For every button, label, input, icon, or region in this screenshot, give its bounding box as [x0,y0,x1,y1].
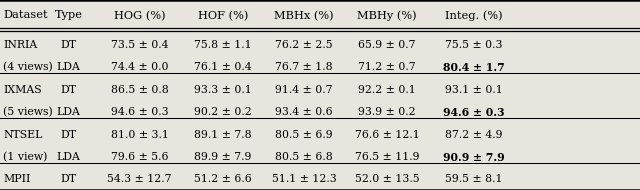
Text: IXMAS: IXMAS [3,85,42,95]
Text: Integ. (%): Integ. (%) [445,10,502,21]
Text: 93.3 ± 0.1: 93.3 ± 0.1 [194,85,252,95]
Text: 90.9 ± 7.9: 90.9 ± 7.9 [443,152,504,163]
Text: LDA: LDA [56,62,81,72]
Text: 90.2 ± 0.2: 90.2 ± 0.2 [194,107,252,117]
Text: 51.1 ± 12.3: 51.1 ± 12.3 [271,174,337,184]
Text: LDA: LDA [56,107,81,117]
Text: 93.4 ± 0.6: 93.4 ± 0.6 [275,107,333,117]
Text: MPII: MPII [3,174,31,184]
Text: 76.5 ± 11.9: 76.5 ± 11.9 [355,152,419,162]
Text: NTSEL: NTSEL [3,130,43,140]
Text: HOG (%): HOG (%) [114,10,165,21]
Text: (5 views): (5 views) [3,107,53,117]
Text: 80.5 ± 6.9: 80.5 ± 6.9 [275,130,333,140]
Text: 94.6 ± 0.3: 94.6 ± 0.3 [111,107,168,117]
Text: 76.1 ± 0.4: 76.1 ± 0.4 [194,62,252,72]
Text: DT: DT [61,130,77,140]
Text: 75.8 ± 1.1: 75.8 ± 1.1 [194,40,252,50]
Text: 73.5 ± 0.4: 73.5 ± 0.4 [111,40,168,50]
Text: 89.9 ± 7.9: 89.9 ± 7.9 [194,152,252,162]
Text: 76.6 ± 12.1: 76.6 ± 12.1 [355,130,420,140]
Text: HOF (%): HOF (%) [198,10,248,21]
Text: Dataset: Dataset [3,10,48,21]
Text: 76.2 ± 2.5: 76.2 ± 2.5 [275,40,333,50]
Text: INRIA: INRIA [3,40,38,50]
Text: 54.3 ± 12.7: 54.3 ± 12.7 [108,174,172,184]
Text: 59.5 ± 8.1: 59.5 ± 8.1 [445,174,502,184]
Text: (4 views): (4 views) [3,62,53,73]
Text: 86.5 ± 0.8: 86.5 ± 0.8 [111,85,168,95]
Text: MBHx (%): MBHx (%) [274,10,334,21]
Text: 76.7 ± 1.8: 76.7 ± 1.8 [275,62,333,72]
Text: 79.6 ± 5.6: 79.6 ± 5.6 [111,152,168,162]
Text: MBHy (%): MBHy (%) [357,10,417,21]
Text: 52.0 ± 13.5: 52.0 ± 13.5 [355,174,419,184]
Text: 89.1 ± 7.8: 89.1 ± 7.8 [194,130,252,140]
Text: Type: Type [54,10,83,21]
Text: DT: DT [61,174,77,184]
Text: (1 view): (1 view) [3,152,47,162]
Text: LDA: LDA [56,152,81,162]
Text: 94.6 ± 0.3: 94.6 ± 0.3 [443,107,504,118]
Text: 91.4 ± 0.7: 91.4 ± 0.7 [275,85,333,95]
Text: 92.2 ± 0.1: 92.2 ± 0.1 [358,85,416,95]
Text: 93.9 ± 0.2: 93.9 ± 0.2 [358,107,416,117]
Text: 75.5 ± 0.3: 75.5 ± 0.3 [445,40,502,50]
Text: 65.9 ± 0.7: 65.9 ± 0.7 [358,40,416,50]
Text: 87.2 ± 4.9: 87.2 ± 4.9 [445,130,502,140]
Text: 51.2 ± 6.6: 51.2 ± 6.6 [194,174,252,184]
Text: 81.0 ± 3.1: 81.0 ± 3.1 [111,130,168,140]
Text: 80.5 ± 6.8: 80.5 ± 6.8 [275,152,333,162]
Text: 71.2 ± 0.7: 71.2 ± 0.7 [358,62,416,72]
Text: 93.1 ± 0.1: 93.1 ± 0.1 [445,85,502,95]
Text: DT: DT [61,40,77,50]
Text: 80.4 ± 1.7: 80.4 ± 1.7 [443,62,504,73]
Text: 74.4 ± 0.0: 74.4 ± 0.0 [111,62,168,72]
Text: DT: DT [61,85,77,95]
